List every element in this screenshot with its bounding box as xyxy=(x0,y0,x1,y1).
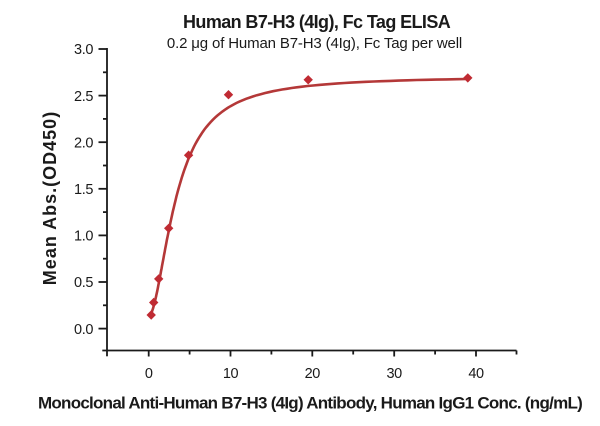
svg-text:2.5: 2.5 xyxy=(74,89,93,105)
svg-text:0.5: 0.5 xyxy=(74,275,93,291)
svg-text:1.5: 1.5 xyxy=(74,182,93,198)
svg-text:Mean Abs.(OD450): Mean Abs.(OD450) xyxy=(40,111,60,285)
svg-text:10: 10 xyxy=(223,366,239,382)
svg-text:2.0: 2.0 xyxy=(74,135,93,151)
svg-text:0: 0 xyxy=(145,366,153,382)
svg-text:40: 40 xyxy=(468,366,484,382)
svg-text:0.2 μg of Human B7-H3 (4Ig), F: 0.2 μg of Human B7-H3 (4Ig), Fc Tag per … xyxy=(167,35,462,52)
svg-text:Monoclonal Anti-Human B7-H3 (4: Monoclonal Anti-Human B7-H3 (4Ig) Antibo… xyxy=(38,394,582,413)
svg-text:1.0: 1.0 xyxy=(74,229,93,245)
svg-text:30: 30 xyxy=(387,366,403,382)
svg-text:20: 20 xyxy=(305,366,321,382)
svg-text:Human B7-H3 (4Ig), Fc Tag ELIS: Human B7-H3 (4Ig), Fc Tag ELISA xyxy=(183,12,451,32)
svg-text:0.0: 0.0 xyxy=(74,322,93,338)
svg-text:3.0: 3.0 xyxy=(74,42,93,58)
